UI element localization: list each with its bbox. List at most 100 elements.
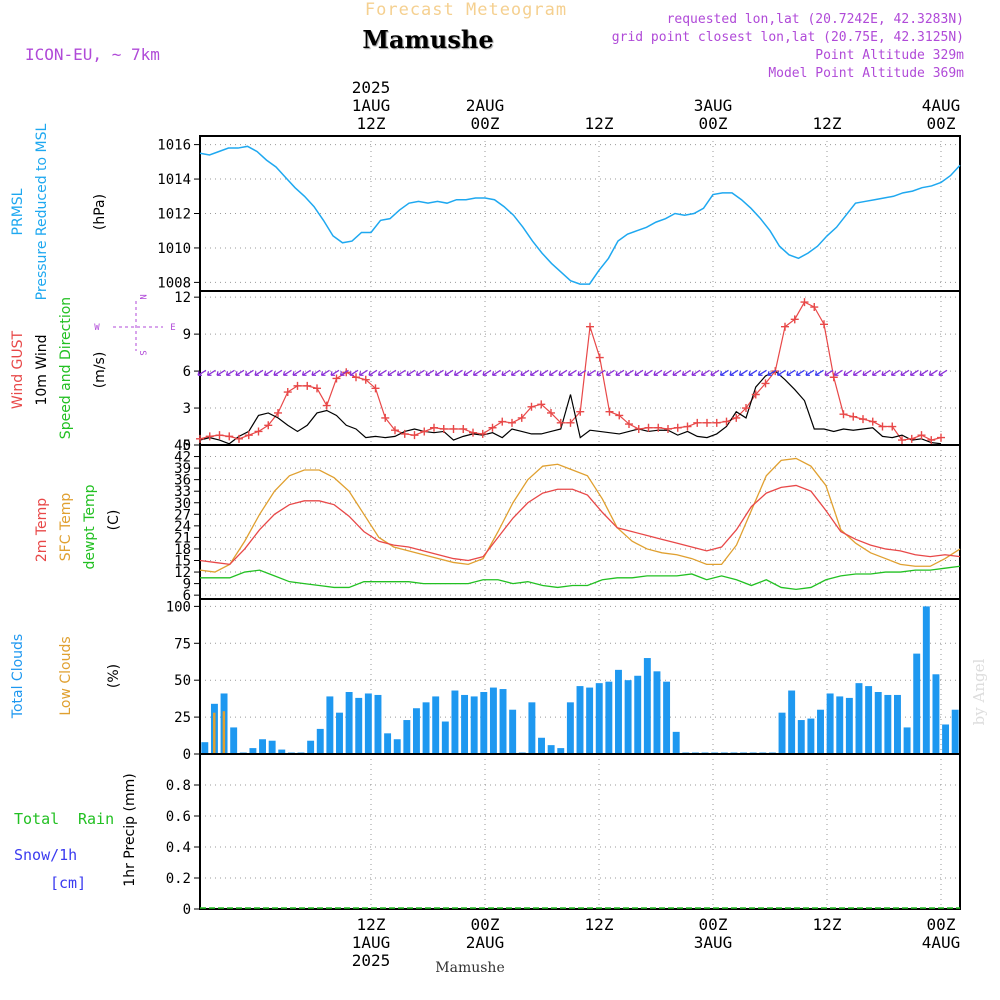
top-time-label: 00Z (471, 114, 500, 133)
ytick-label: 33 (174, 484, 191, 500)
total-cloud-bar (865, 686, 873, 754)
ytick-label: 15 (174, 554, 191, 570)
wind-direction-arrow (824, 369, 834, 376)
total-cloud-bar (470, 696, 478, 754)
total-cloud-bar (826, 693, 834, 754)
ytick-label: 36 (174, 473, 191, 489)
bottom-time-label: 4AUG (922, 933, 961, 952)
total-cloud-bar (201, 742, 209, 754)
temp-2m-label: 2m Temp (34, 498, 50, 562)
gust-marker (722, 417, 731, 426)
gust-marker (547, 408, 555, 417)
ytick-label: 1012 (157, 207, 191, 223)
clouds-axis-labels: Total Clouds Low Clouds (%) (10, 634, 122, 719)
bottom-time-label: 12Z (813, 915, 842, 934)
gust-marker (927, 436, 936, 445)
gust-marker (644, 423, 653, 432)
wind-direction-arrow (757, 369, 767, 376)
total-cloud-bar (489, 687, 497, 754)
total-cloud-bar (951, 709, 959, 754)
ytick-label: 12 (174, 565, 191, 581)
gust-marker (907, 434, 916, 443)
gust-marker (439, 424, 448, 433)
gust-marker (196, 434, 204, 443)
ytick-label: 42 (174, 450, 191, 466)
bottom-time-label: 00Z (471, 915, 500, 934)
wind-direction-arrow (368, 369, 378, 376)
gust-marker (664, 424, 672, 433)
gust-marker (576, 407, 585, 416)
ytick-label: 6 (183, 588, 191, 604)
total-cloud-bar (432, 696, 440, 754)
wind-direction-arrow (520, 369, 530, 376)
ytick-label: 0.4 (166, 840, 191, 856)
wind-direction-arrow (273, 369, 283, 376)
total-cloud-bar (480, 692, 488, 754)
wind-direction-arrow (833, 369, 843, 376)
gust-marker (937, 433, 945, 442)
total-cloud-bar (942, 724, 950, 754)
gust-marker (703, 418, 711, 427)
wind-direction-arrow (539, 369, 549, 376)
gust-marker (430, 423, 438, 432)
gust-marker (488, 423, 497, 432)
wind-direction-arrow (672, 369, 682, 376)
bottom-time-label: 2025 (352, 951, 391, 970)
total-cloud-bar (903, 727, 911, 754)
total-cloud-bar (230, 727, 238, 754)
total-clouds-label: Total Clouds (10, 634, 26, 719)
gust-marker (634, 424, 643, 433)
model-label: ICON-EU, ~ 7km (25, 45, 160, 64)
wind-direction-arrow (349, 369, 359, 376)
wind-direction-arrow (415, 369, 425, 376)
bottom-time-label: 12Z (585, 915, 614, 934)
top-time-label: 1AUG (352, 96, 391, 115)
wind-direction-arrow (881, 369, 891, 376)
gust-marker (683, 422, 692, 431)
wind-speed-dir-label: Speed and Direction (58, 297, 74, 439)
ytick-label: 12 (174, 290, 191, 306)
total-cloud-bar (307, 740, 315, 754)
ytick-label: 0 (183, 902, 191, 918)
ytick-label: 9 (183, 327, 191, 343)
gust-marker (820, 320, 828, 329)
pressure-line (199, 145, 961, 285)
total-cloud-bar (412, 708, 420, 754)
total-cloud-bar (528, 702, 536, 754)
wind-direction-arrow (434, 369, 444, 376)
total-cloud-bar (605, 681, 613, 754)
ytick-label: 27 (174, 507, 191, 523)
wind-direction-arrow (710, 369, 720, 376)
gust-marker (449, 424, 458, 433)
total-cloud-bar (797, 720, 805, 754)
wind-direction-arrow (900, 369, 910, 376)
wind-direction-arrow (776, 369, 786, 376)
total-cloud-bar (663, 681, 671, 754)
total-cloud-bar (566, 702, 574, 754)
ytick-label: 50 (174, 673, 191, 689)
total-cloud-bar (624, 680, 632, 754)
legend-rain: Rain (78, 810, 114, 828)
wind-direction-arrow (444, 369, 454, 376)
total-cloud-bar (499, 689, 507, 754)
gust-marker (839, 410, 848, 419)
gust-marker (264, 421, 273, 430)
total-cloud-bar (778, 712, 786, 754)
total-cloud-bar (894, 694, 901, 754)
total-cloud-bar (817, 709, 824, 754)
top-time-label: 00Z (927, 114, 956, 133)
total-cloud-bar (278, 749, 286, 754)
gust-marker (381, 413, 390, 422)
precip-unit-label: 1hr Precip (mm) (122, 773, 138, 886)
wind-direction-arrow (216, 369, 226, 376)
precip-panel: 0 0.2 0.4 0.6 0.8 (166, 753, 961, 918)
wind-direction-arrow (501, 369, 511, 376)
total-cloud-bar (509, 709, 517, 754)
gust-marker (283, 388, 292, 397)
wind-10m-label: 10m Wind (34, 334, 50, 405)
ytick-label: 18 (174, 542, 191, 558)
ytick-label: 0 (183, 747, 191, 763)
gust-marker (654, 423, 663, 432)
gust-marker (215, 431, 224, 440)
bottom-time-label: 1AUG (352, 933, 391, 952)
